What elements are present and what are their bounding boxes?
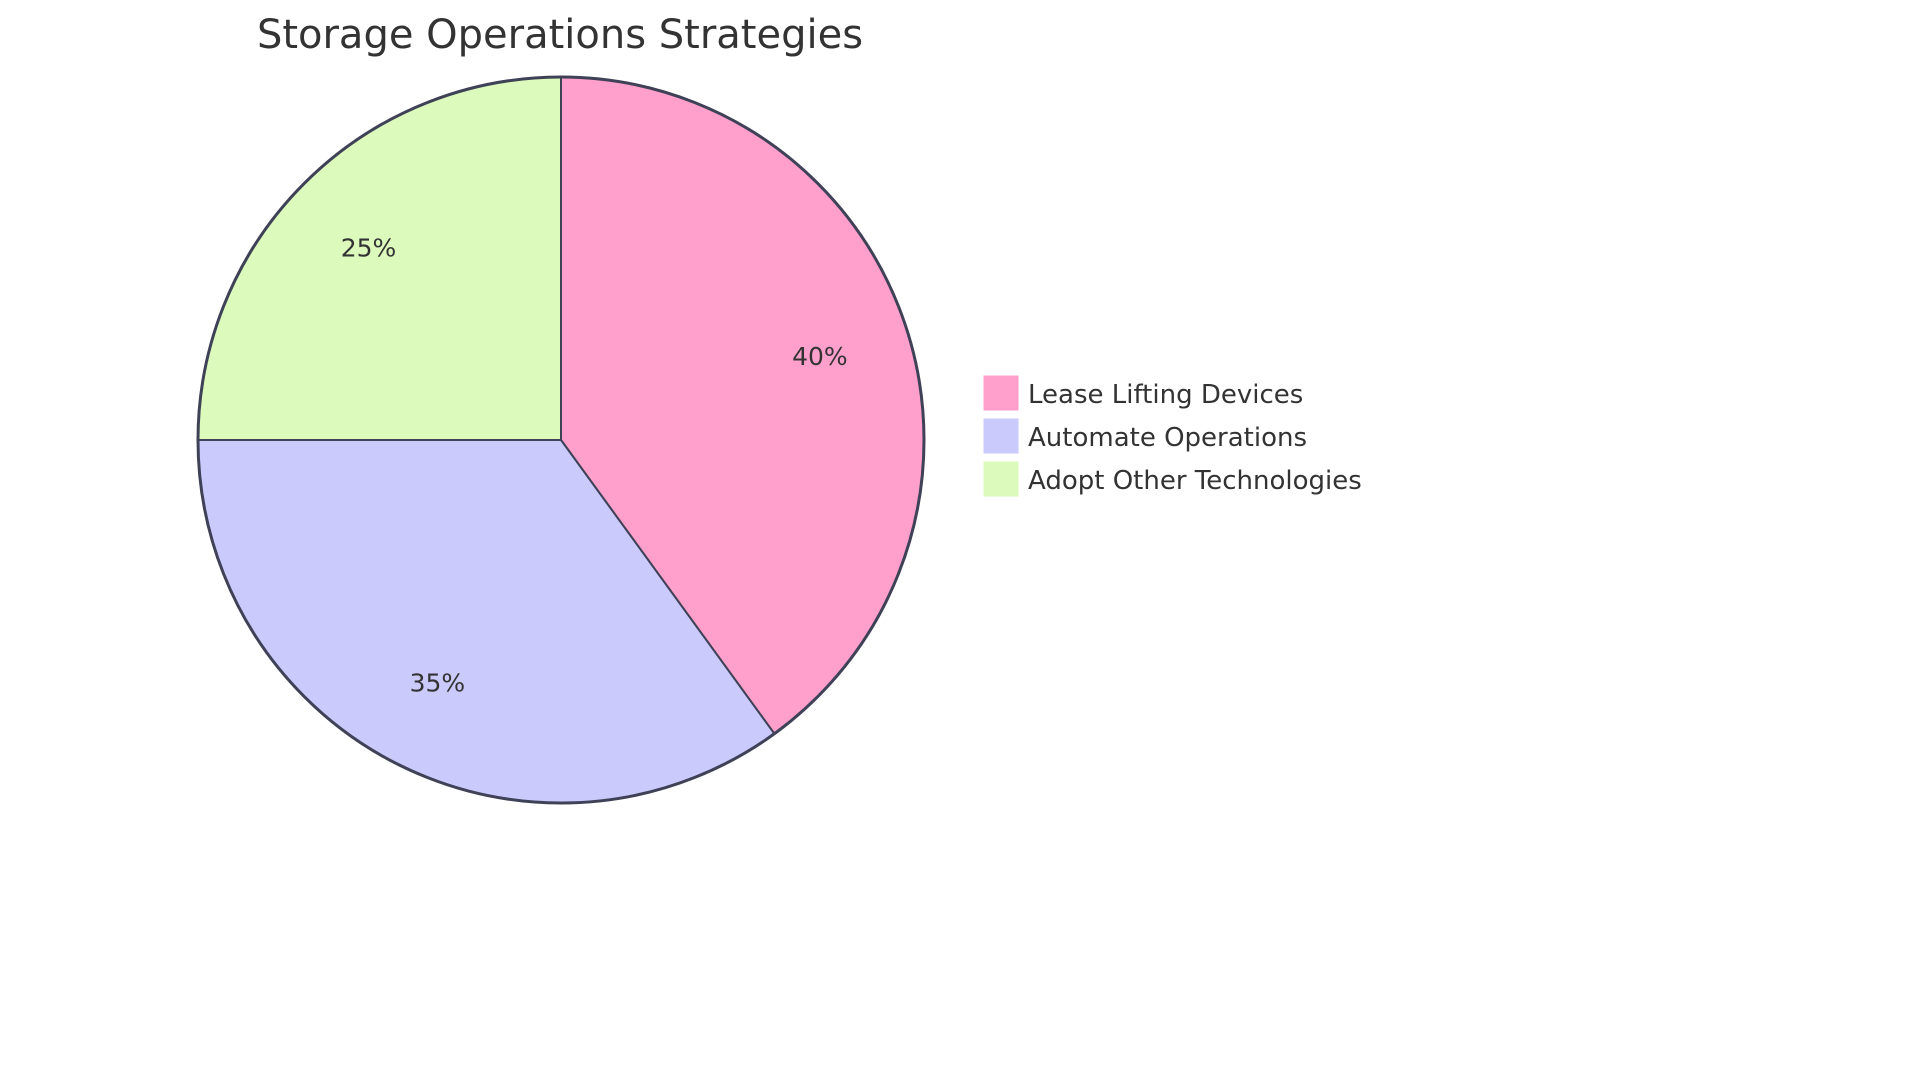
legend-label: Adopt Other Technologies bbox=[1028, 466, 1362, 496]
legend-item-automate-operations: Automate Operations bbox=[982, 417, 1307, 455]
pie-outline bbox=[196, 75, 926, 805]
legend-item-adopt-other-technologies: Adopt Other Technologies bbox=[982, 460, 1362, 498]
legend-item-lease-lifting-devices: Lease Lifting Devices bbox=[982, 374, 1303, 412]
chart-title: Storage Operations Strategies bbox=[257, 12, 863, 58]
pie-slice-labels: 40% 35% 25% bbox=[341, 233, 848, 697]
legend-swatch bbox=[982, 374, 1020, 412]
legend-label: Automate Operations bbox=[1028, 423, 1307, 453]
slice-percent-label: 40% bbox=[792, 342, 848, 371]
legend-swatch bbox=[982, 417, 1020, 455]
slice-percent-label: 25% bbox=[341, 233, 397, 262]
legend: Lease Lifting Devices Automate Operation… bbox=[982, 374, 1362, 498]
legend-swatch bbox=[982, 460, 1020, 498]
legend-label: Lease Lifting Devices bbox=[1028, 380, 1303, 410]
slice-percent-label: 35% bbox=[410, 669, 466, 698]
pie-slices bbox=[196, 75, 926, 805]
